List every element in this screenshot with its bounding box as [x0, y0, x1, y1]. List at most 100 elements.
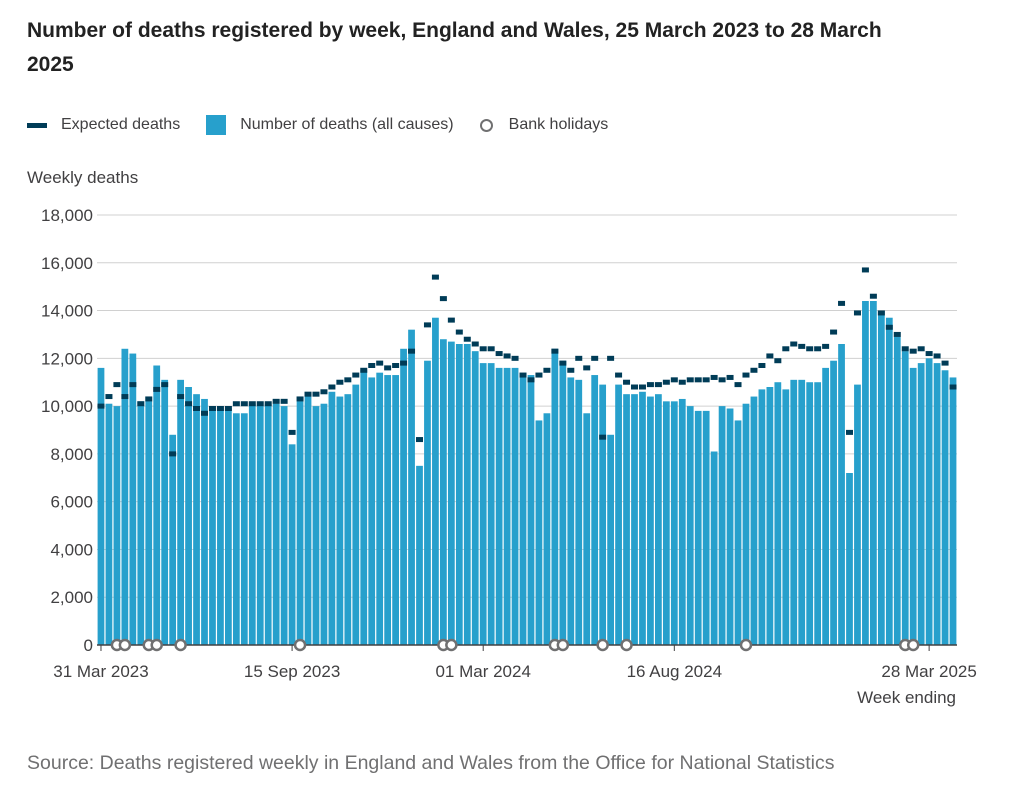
expected-deaths-marker	[949, 384, 957, 390]
legend-item-expected: Expected deaths	[27, 116, 180, 134]
expected-deaths-marker	[599, 434, 607, 440]
deaths-bar	[328, 391, 336, 645]
deaths-bar	[153, 365, 161, 645]
deaths-bar	[137, 401, 145, 645]
deaths-bar	[734, 420, 742, 645]
deaths-bar	[846, 473, 853, 645]
deaths-bar	[814, 382, 822, 645]
expected-deaths-marker	[941, 360, 949, 366]
expected-deaths-marker	[447, 317, 455, 323]
deaths-bar	[352, 384, 360, 645]
y-tick-label: 16,000	[41, 254, 93, 273]
expected-deaths-marker	[790, 341, 798, 347]
expected-deaths-marker	[320, 389, 328, 395]
expected-deaths-marker	[917, 346, 925, 352]
deaths-bar	[575, 379, 583, 645]
deaths-bar	[854, 384, 861, 645]
expected-deaths-marker	[686, 377, 694, 383]
deaths-bar	[471, 351, 479, 645]
expected-deaths-marker	[208, 406, 216, 411]
expected-deaths-marker	[877, 310, 885, 316]
expected-deaths-marker	[861, 267, 869, 273]
deaths-bar	[591, 375, 599, 645]
deaths-bar	[925, 358, 933, 645]
expected-deaths-marker	[782, 346, 790, 352]
deaths-bar	[933, 363, 941, 645]
expected-deaths-marker	[591, 355, 599, 361]
deaths-bar	[726, 408, 734, 645]
expected-deaths-marker	[479, 346, 487, 352]
deaths-bar	[336, 396, 344, 645]
y-tick-label: 10,000	[41, 397, 93, 416]
expected-deaths-marker	[216, 406, 224, 411]
x-tick-label: 31 Mar 2023	[53, 662, 148, 681]
expected-deaths-marker	[169, 451, 177, 457]
expected-deaths-marker	[193, 406, 201, 411]
expected-deaths-marker	[535, 372, 543, 378]
expected-deaths-marker	[368, 363, 376, 368]
expected-deaths-marker	[623, 379, 631, 385]
expected-deaths-marker	[551, 348, 559, 354]
expected-deaths-marker	[631, 384, 638, 390]
deaths-bar	[344, 394, 352, 645]
bank-holiday-marker	[906, 638, 920, 652]
deaths-bar	[392, 375, 399, 645]
expected-deaths-marker	[503, 353, 511, 359]
expected-deaths-marker	[766, 353, 774, 359]
legend-label-actual: Number of deaths (all causes)	[240, 116, 454, 133]
deaths-bar	[256, 406, 264, 645]
expected-deaths-marker	[511, 355, 519, 361]
expected-deaths-marker	[97, 403, 105, 409]
deaths-bar	[296, 401, 304, 645]
expected-deaths-marker	[232, 401, 240, 407]
bank-holiday-marker	[556, 638, 570, 652]
expected-deaths-marker	[105, 394, 113, 400]
deaths-bar	[217, 408, 224, 645]
bank-holiday-marker	[445, 638, 458, 652]
deaths-bar	[408, 329, 415, 645]
expected-deaths-marker	[694, 377, 702, 383]
expected-deaths-marker	[846, 429, 853, 435]
expected-deaths-marker	[400, 360, 408, 366]
expected-deaths-marker	[328, 384, 336, 390]
expected-deaths-marker	[758, 363, 766, 368]
deaths-bar	[615, 384, 622, 645]
deaths-bar	[893, 336, 901, 645]
expected-deaths-marker	[559, 360, 567, 366]
deaths-bar	[718, 406, 726, 645]
x-axis-label: Week ending	[857, 688, 956, 707]
expected-deaths-marker	[933, 353, 941, 359]
deaths-bar	[838, 344, 845, 645]
chart-title: Number of deaths registered by week, Eng…	[27, 19, 882, 76]
expected-deaths-marker	[702, 377, 710, 383]
y-tick-label: 0	[84, 636, 93, 655]
expected-deaths-marker	[575, 355, 583, 361]
deaths-bar	[790, 379, 798, 645]
deaths-bar	[822, 367, 829, 645]
deaths-bar	[376, 372, 384, 645]
expected-deaths-marker	[137, 401, 145, 407]
deaths-bar	[169, 434, 177, 645]
expected-deaths-marker	[296, 396, 304, 402]
deaths-bar	[209, 408, 216, 645]
expected-deaths-marker	[909, 348, 917, 354]
expected-deaths-marker	[527, 377, 535, 383]
expected-deaths-marker	[774, 358, 782, 364]
expected-deaths-marker	[838, 300, 846, 306]
expected-deaths-marker	[304, 391, 312, 397]
deaths-bar	[503, 367, 511, 645]
expected-deaths-marker	[615, 372, 623, 378]
bank-holiday-marker	[150, 638, 163, 652]
expected-deaths-marker	[662, 379, 670, 385]
deaths-bar	[304, 394, 312, 645]
expected-deaths-marker	[750, 367, 758, 373]
deaths-bar	[551, 348, 559, 645]
bank-holiday-marker	[293, 638, 307, 652]
expected-deaths-marker	[822, 343, 830, 349]
deaths-bar	[177, 379, 184, 645]
expected-deaths-marker	[185, 401, 193, 407]
expected-deaths-marker	[638, 384, 646, 390]
expected-deaths-marker	[471, 341, 479, 347]
x-tick-label: 16 Aug 2024	[627, 662, 722, 681]
expected-deaths-marker	[718, 377, 726, 383]
